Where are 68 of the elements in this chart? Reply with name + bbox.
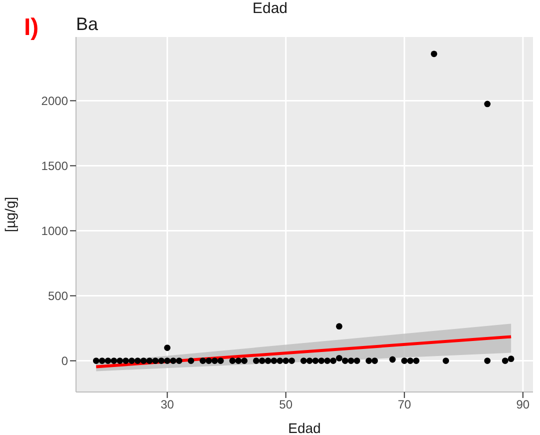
point bbox=[502, 358, 508, 364]
point bbox=[110, 358, 118, 364]
x-tick-label: 70 bbox=[398, 398, 412, 412]
point bbox=[128, 358, 135, 364]
point bbox=[312, 358, 319, 364]
y-tick-label: 1000 bbox=[41, 224, 68, 238]
y-tick-label: 500 bbox=[48, 289, 68, 304]
x-axis-title: Edad bbox=[288, 420, 321, 435]
point bbox=[318, 358, 325, 364]
point bbox=[176, 358, 182, 364]
point bbox=[270, 358, 278, 364]
point bbox=[164, 358, 170, 364]
point bbox=[336, 354, 342, 362]
text: Edad bbox=[252, 0, 288, 17]
point bbox=[324, 358, 331, 364]
point bbox=[241, 358, 248, 364]
y-tick-label: 0 bbox=[61, 354, 68, 368]
point bbox=[98, 358, 106, 364]
point bbox=[188, 358, 194, 364]
y-tick-label: 2000 bbox=[41, 94, 68, 108]
point bbox=[300, 358, 307, 364]
point bbox=[235, 358, 242, 364]
point bbox=[389, 356, 396, 363]
point bbox=[306, 358, 313, 364]
x-tick-label: 30 bbox=[160, 398, 174, 412]
point bbox=[484, 100, 491, 108]
point bbox=[430, 50, 438, 58]
point bbox=[116, 358, 124, 364]
y-axis-title: [µg/g] bbox=[2, 196, 18, 232]
x-tick-label: 50 bbox=[279, 398, 293, 412]
point bbox=[413, 358, 420, 364]
point bbox=[152, 358, 159, 364]
point bbox=[348, 358, 354, 364]
point bbox=[164, 344, 170, 351]
point bbox=[146, 358, 153, 364]
y-tick-label: 1500 bbox=[41, 158, 68, 173]
point bbox=[282, 358, 290, 364]
x-tick-label: 90 bbox=[516, 398, 530, 412]
point bbox=[330, 358, 336, 364]
point bbox=[170, 358, 176, 364]
point bbox=[354, 358, 360, 364]
point bbox=[212, 358, 218, 364]
point bbox=[442, 358, 450, 364]
point bbox=[336, 323, 342, 330]
point bbox=[252, 358, 260, 364]
point bbox=[206, 358, 212, 364]
point bbox=[508, 356, 514, 362]
point bbox=[229, 358, 236, 364]
point bbox=[122, 358, 129, 364]
point bbox=[92, 358, 100, 364]
point bbox=[276, 358, 284, 364]
point bbox=[200, 358, 206, 364]
point bbox=[407, 358, 414, 364]
point bbox=[217, 358, 224, 364]
point bbox=[401, 358, 408, 364]
point bbox=[258, 358, 266, 364]
point bbox=[264, 358, 272, 364]
point bbox=[372, 358, 378, 364]
point bbox=[158, 358, 165, 364]
point bbox=[140, 358, 147, 364]
point bbox=[342, 358, 348, 364]
text: I) bbox=[24, 14, 39, 42]
point bbox=[484, 358, 491, 364]
point bbox=[366, 358, 372, 364]
point bbox=[104, 358, 112, 364]
point bbox=[134, 358, 141, 364]
point bbox=[288, 358, 295, 364]
chart-title: Ba bbox=[76, 14, 98, 35]
